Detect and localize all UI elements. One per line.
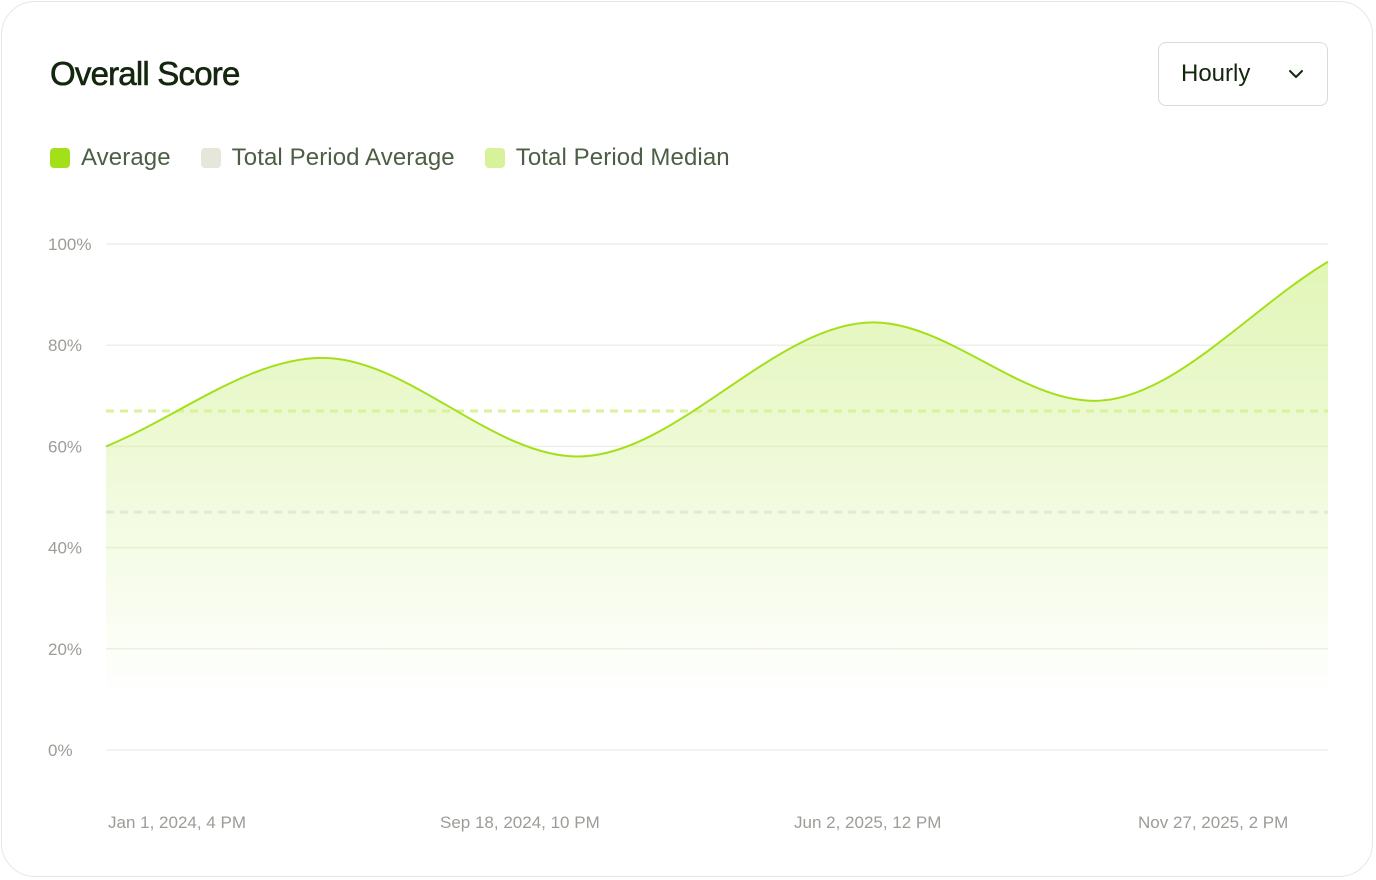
y-tick-label: 0% <box>48 741 73 760</box>
legend-swatch <box>200 148 221 168</box>
series-area-average <box>106 261 1328 700</box>
data-point[interactable] <box>319 355 325 361</box>
y-tick-label: 20% <box>48 640 82 659</box>
x-tick-label: Jun 2, 2025, 12 PM <box>794 813 941 832</box>
y-tick-label: 60% <box>48 437 82 456</box>
legend-swatch <box>484 148 505 168</box>
y-tick-label: 80% <box>48 336 82 355</box>
legend-item-average[interactable]: Average <box>50 144 171 172</box>
data-point[interactable] <box>871 319 877 325</box>
legend-label: Total Period Average <box>231 144 455 171</box>
x-tick-label: Nov 27, 2025, 2 PM <box>1138 813 1288 832</box>
data-point[interactable] <box>575 454 581 460</box>
data-point[interactable] <box>103 443 109 449</box>
series-line-average[interactable] <box>105 260 1329 458</box>
interval-select[interactable]: Hourly <box>1158 42 1328 106</box>
x-tick-label: Jan 1, 2024, 4 PM <box>108 813 246 832</box>
data-point[interactable] <box>1325 259 1331 265</box>
legend-label: Total Period Median <box>515 144 730 171</box>
legend-label: Average <box>81 144 171 171</box>
x-tick-label: Sep 18, 2024, 10 PM <box>440 813 600 832</box>
y-tick-label: 40% <box>48 539 82 558</box>
data-point[interactable] <box>1091 398 1097 404</box>
chart-legend: Average Total Period Average Total Perio… <box>50 144 730 172</box>
interval-select-value: Hourly <box>1181 60 1251 87</box>
legend-item-total-period-median[interactable]: Total Period Median <box>484 144 730 172</box>
legend-item-total-period-average[interactable]: Total Period Average <box>200 144 455 172</box>
chevron-down-icon <box>1289 70 1303 78</box>
legend-swatch <box>50 148 70 168</box>
page-title: Overall Score <box>50 55 241 93</box>
y-tick-label: 100% <box>48 235 91 254</box>
